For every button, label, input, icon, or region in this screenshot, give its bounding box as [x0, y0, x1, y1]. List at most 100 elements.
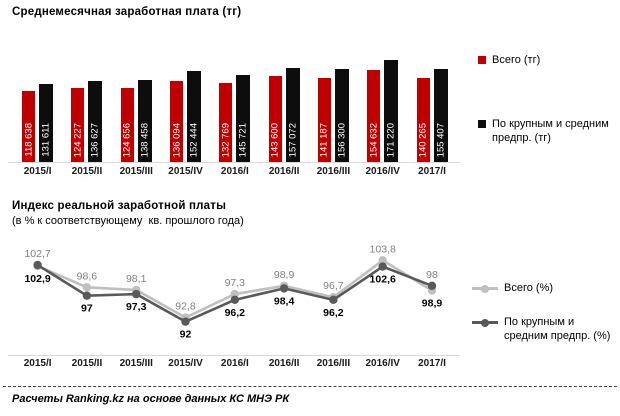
line-value-label-total: 97,3	[225, 277, 246, 289]
bar-group: 141 187 156 300	[309, 45, 358, 162]
bar-value-label: 124 656	[121, 122, 133, 157]
bar-total: 118 638	[22, 91, 36, 162]
bar-group: 154 632 171 220	[358, 45, 407, 162]
bar-total: 124 656	[120, 88, 134, 162]
bar-total: 132 769	[219, 83, 233, 162]
bar-plot-area: 118 638 131 611 124 227 136 627 124 656 138 4…	[13, 45, 457, 162]
line-marker	[427, 281, 437, 290]
x-axis-label: 2015/III	[119, 166, 153, 177]
x-axis-label: 2017/I	[418, 166, 446, 177]
legend-marker-icon	[481, 284, 489, 293]
line-value-label-large-medium: 97	[81, 303, 93, 315]
bar-total: 124 227	[71, 88, 85, 162]
bar-value-label: 124 227	[72, 122, 84, 157]
line-chart-title: Индекс реальной заработной платы	[12, 200, 227, 212]
bar-x-axis-line	[8, 162, 460, 163]
line-marker	[82, 283, 92, 292]
line-marker	[181, 317, 190, 326]
bar-total: 141 187	[317, 78, 331, 162]
line-marker	[378, 256, 387, 265]
line-value-label-large-medium: 98,9	[422, 297, 443, 309]
x-axis-label: 2015/IV	[168, 358, 203, 369]
bar-group: 143 600 157 072	[259, 45, 308, 162]
bar-value-label: 131 611	[40, 123, 52, 157]
line-value-label-total: 103,8	[370, 243, 396, 255]
legend-item: Всего (%)	[472, 281, 553, 295]
x-axis-label: 2016/III	[316, 358, 351, 369]
legend-swatch-icon	[478, 56, 486, 64]
legend-item: По крупным и средним предпр. (тг)	[478, 117, 618, 145]
x-axis-label: 2016/II	[268, 166, 300, 177]
bar-large-medium: 171 220	[384, 60, 399, 162]
bar-total: 154 632	[367, 70, 381, 162]
line-value-label-total: 98	[426, 269, 438, 281]
bar-large-medium: 155 407	[433, 69, 448, 162]
dashed-separator	[3, 386, 617, 387]
bar-total: 143 600	[268, 76, 282, 162]
x-axis-label: 2016/I	[220, 166, 249, 177]
bar-value-label: 138 458	[139, 122, 151, 157]
line-value-label-large-medium: 102,6	[370, 274, 396, 286]
x-axis-label: 2015/III	[119, 358, 153, 369]
bar-group: 136 094 152 444	[161, 45, 210, 162]
line-marker	[33, 260, 42, 270]
legend-item: По крупным и средним предпр. (%)	[472, 315, 620, 343]
line-marker	[132, 289, 141, 299]
line-value-label-total: 98,1	[126, 273, 147, 285]
bar-total: 136 094	[170, 81, 184, 162]
legend-item: Всего (тг)	[478, 53, 540, 67]
x-axis-label: 2016/IV	[365, 166, 400, 177]
line-value-label-total: 102,7	[24, 248, 50, 260]
bar-chart-title: Среднемесячная заработная плата (тг)	[12, 6, 242, 18]
legend-swatch-icon	[478, 120, 486, 128]
x-axis-label: 2015/I	[23, 166, 52, 177]
line-value-label-total: 92,8	[175, 301, 196, 313]
line-value-label-large-medium: 96,2	[225, 307, 246, 319]
bar-value-label: 141 187	[318, 122, 330, 157]
legend-swatch-icon	[472, 318, 498, 327]
line-marker	[378, 262, 387, 271]
line-x-axis-line	[8, 355, 460, 356]
bar-value-label: 154 632	[368, 122, 380, 157]
bar-value-label: 145 721	[237, 122, 249, 157]
line-marker	[82, 291, 92, 300]
bar-value-label: 156 300	[336, 122, 348, 157]
bar-total: 140 265	[416, 78, 430, 162]
bar-value-label: 152 444	[188, 122, 200, 157]
line-value-label-large-medium: 98,4	[274, 295, 295, 307]
line-marker	[279, 284, 289, 293]
bar-group: 132 769 145 721	[210, 45, 259, 162]
line-plot-area: 102,7 98,6 98,1 92,8 97,3 98,9 96,7 103,8 98 102,…	[24, 243, 443, 340]
line-marker	[329, 295, 338, 305]
bar-value-label: 157 072	[287, 122, 299, 157]
line-value-label-total: 96,7	[323, 280, 344, 292]
line-value-label-large-medium: 97,3	[126, 301, 147, 313]
x-axis-label: 2015/IV	[168, 166, 203, 177]
line-marker	[230, 295, 239, 305]
bar-value-label: 140 265	[417, 122, 429, 157]
bar-large-medium: 136 627	[88, 81, 103, 162]
x-axis-label: 2015/II	[71, 166, 103, 177]
x-axis-label: 2016/III	[316, 166, 351, 177]
bar-large-medium: 138 458	[137, 80, 152, 162]
legend-label: Всего (тг)	[492, 54, 541, 66]
bar-value-label: 143 600	[269, 122, 281, 157]
bar-group: 118 638 131 611	[13, 45, 62, 162]
bar-group: 140 265 155 407	[407, 45, 456, 162]
bar-large-medium: 131 611	[39, 84, 54, 162]
legend-label: Всего (%)	[504, 282, 554, 294]
bar-value-label: 136 094	[171, 122, 183, 157]
legend-label: По крупным и средним предпр. (%)	[504, 316, 611, 342]
bar-group: 124 227 136 627	[62, 45, 111, 162]
x-axis-label: 2015/II	[71, 358, 103, 369]
x-axis-label: 2016/I	[220, 358, 249, 369]
line-value-label-total: 98,9	[274, 269, 295, 281]
bar-large-medium: 156 300	[334, 69, 349, 162]
legend-marker-icon	[481, 318, 489, 327]
bar-large-medium: 152 444	[187, 71, 202, 162]
bar-value-label: 155 407	[435, 122, 447, 157]
bar-group: 124 656 138 458	[112, 45, 161, 162]
x-axis-label: 2015/I	[23, 358, 52, 369]
x-axis-label: 2016/IV	[365, 358, 400, 369]
